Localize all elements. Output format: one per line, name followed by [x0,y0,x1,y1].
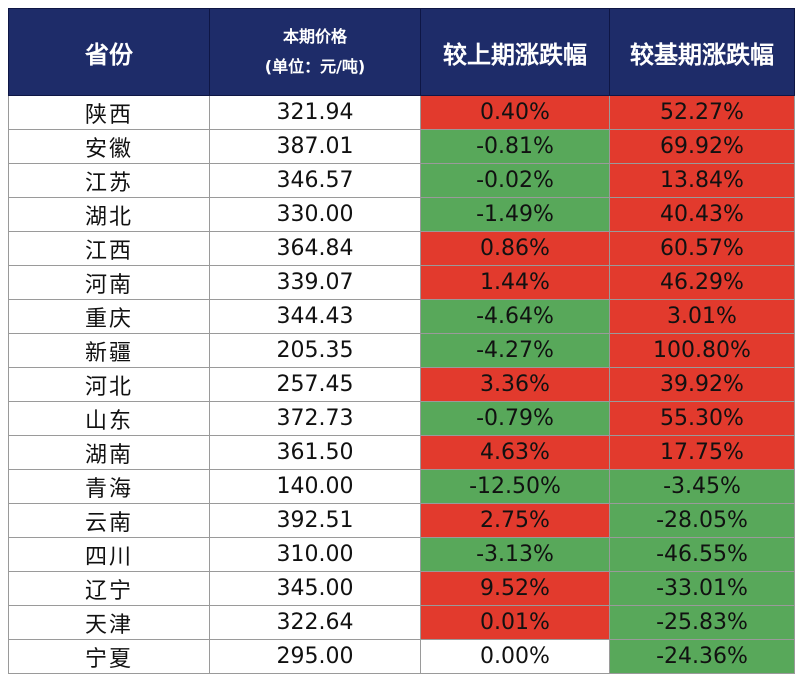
province-cell: 天津 [8,605,210,640]
province-cell: 青海 [8,469,210,504]
vs-base-change-cell: 100.80% [609,333,795,368]
vs-base-change-cell: 60.57% [609,231,795,266]
vs-base-change-cell: 52.27% [609,95,795,130]
vs-previous-change-cell: -0.02% [420,163,610,198]
vs-previous-change-cell: 0.00% [420,639,610,674]
province-cell: 山东 [8,401,210,436]
province-cell: 四川 [8,537,210,572]
price-cell: 257.45 [209,367,421,402]
table-row: 辽宁 345.00 9.52% -33.01% [8,571,795,606]
header-row: 省份 本期价格 (单位：元/吨) 较上期涨跌幅 较基期涨跌幅 [8,8,795,96]
header-current-price: 本期价格 (单位：元/吨) [209,8,421,96]
table-row: 青海 140.00 -12.50% -3.45% [8,469,795,504]
vs-previous-change-cell: 0.01% [420,605,610,640]
vs-previous-change-cell: 9.52% [420,571,610,606]
vs-base-change-cell: -25.83% [609,605,795,640]
vs-base-change-cell: 40.43% [609,197,795,232]
price-cell: 339.07 [209,265,421,300]
province-cell: 新疆 [8,333,210,368]
vs-previous-change-cell: 1.44% [420,265,610,300]
table-row: 重庆 344.43 -4.64% 3.01% [8,299,795,334]
table-row: 宁夏 295.00 0.00% -24.36% [8,639,795,674]
price-cell: 392.51 [209,503,421,538]
vs-previous-change-cell: -12.50% [420,469,610,504]
table-row: 河北 257.45 3.36% 39.92% [8,367,795,402]
province-cell: 云南 [8,503,210,538]
vs-base-change-cell: 69.92% [609,129,795,164]
price-cell: 205.35 [209,333,421,368]
price-cell: 346.57 [209,163,421,198]
vs-previous-change-cell: -4.27% [420,333,610,368]
vs-previous-change-cell: 3.36% [420,367,610,402]
price-change-table-container: 省份 本期价格 (单位：元/吨) 较上期涨跌幅 较基期涨跌幅 陕西 321.94 0… [8,8,795,674]
province-cell: 重庆 [8,299,210,334]
vs-base-change-cell: 55.30% [609,401,795,436]
vs-previous-change-cell: 0.86% [420,231,610,266]
vs-base-change-cell: -46.55% [609,537,795,572]
vs-previous-change-cell: 0.40% [420,95,610,130]
price-cell: 140.00 [209,469,421,504]
price-cell: 345.00 [209,571,421,606]
vs-base-change-cell: -3.45% [609,469,795,504]
price-cell: 322.64 [209,605,421,640]
vs-previous-change-cell: 4.63% [420,435,610,470]
vs-base-change-cell: 39.92% [609,367,795,402]
price-change-table: 省份 本期价格 (单位：元/吨) 较上期涨跌幅 较基期涨跌幅 陕西 321.94 0… [8,8,795,674]
table-row: 陕西 321.94 0.40% 52.27% [8,95,795,130]
table-header: 省份 本期价格 (单位：元/吨) 较上期涨跌幅 较基期涨跌幅 [8,8,795,96]
table-row: 四川 310.00 -3.13% -46.55% [8,537,795,572]
vs-base-change-cell: 17.75% [609,435,795,470]
province-cell: 江西 [8,231,210,266]
table-row: 山东 372.73 -0.79% 55.30% [8,401,795,436]
table-row: 湖北 330.00 -1.49% 40.43% [8,197,795,232]
province-cell: 河南 [8,265,210,300]
table-row: 安徽 387.01 -0.81% 69.92% [8,129,795,164]
vs-base-change-cell: 13.84% [609,163,795,198]
header-vs-base: 较基期涨跌幅 [609,8,795,96]
table-row: 新疆 205.35 -4.27% 100.80% [8,333,795,368]
price-cell: 372.73 [209,401,421,436]
table-row: 江苏 346.57 -0.02% 13.84% [8,163,795,198]
province-cell: 安徽 [8,129,210,164]
province-cell: 湖北 [8,197,210,232]
vs-previous-change-cell: -0.81% [420,129,610,164]
province-cell: 江苏 [8,163,210,198]
vs-base-change-cell: -33.01% [609,571,795,606]
vs-previous-change-cell: 2.75% [420,503,610,538]
vs-base-change-cell: 46.29% [609,265,795,300]
province-cell: 宁夏 [8,639,210,674]
vs-previous-change-cell: -1.49% [420,197,610,232]
price-cell: 310.00 [209,537,421,572]
vs-base-change-cell: -28.05% [609,503,795,538]
province-cell: 河北 [8,367,210,402]
table-body: 陕西 321.94 0.40% 52.27% 安徽 387.01 -0.81% 69.92% 江… [8,95,795,674]
price-cell: 321.94 [209,95,421,130]
vs-base-change-cell: -24.36% [609,639,795,674]
price-cell: 361.50 [209,435,421,470]
header-province: 省份 [8,8,210,96]
table-row: 湖南 361.50 4.63% 17.75% [8,435,795,470]
province-cell: 湖南 [8,435,210,470]
table-row: 河南 339.07 1.44% 46.29% [8,265,795,300]
vs-previous-change-cell: -0.79% [420,401,610,436]
province-cell: 陕西 [8,95,210,130]
vs-previous-change-cell: -3.13% [420,537,610,572]
price-cell: 387.01 [209,129,421,164]
table-row: 天津 322.64 0.01% -25.83% [8,605,795,640]
vs-previous-change-cell: -4.64% [420,299,610,334]
price-cell: 364.84 [209,231,421,266]
table-row: 云南 392.51 2.75% -28.05% [8,503,795,538]
header-price-line1: 本期价格 [282,27,347,46]
price-cell: 295.00 [209,639,421,674]
header-vs-previous: 较上期涨跌幅 [420,8,610,96]
table-row: 江西 364.84 0.86% 60.57% [8,231,795,266]
province-cell: 辽宁 [8,571,210,606]
vs-base-change-cell: 3.01% [609,299,795,334]
price-cell: 344.43 [209,299,421,334]
price-cell: 330.00 [209,197,421,232]
header-price-unit: (单位：元/吨) [264,57,366,76]
